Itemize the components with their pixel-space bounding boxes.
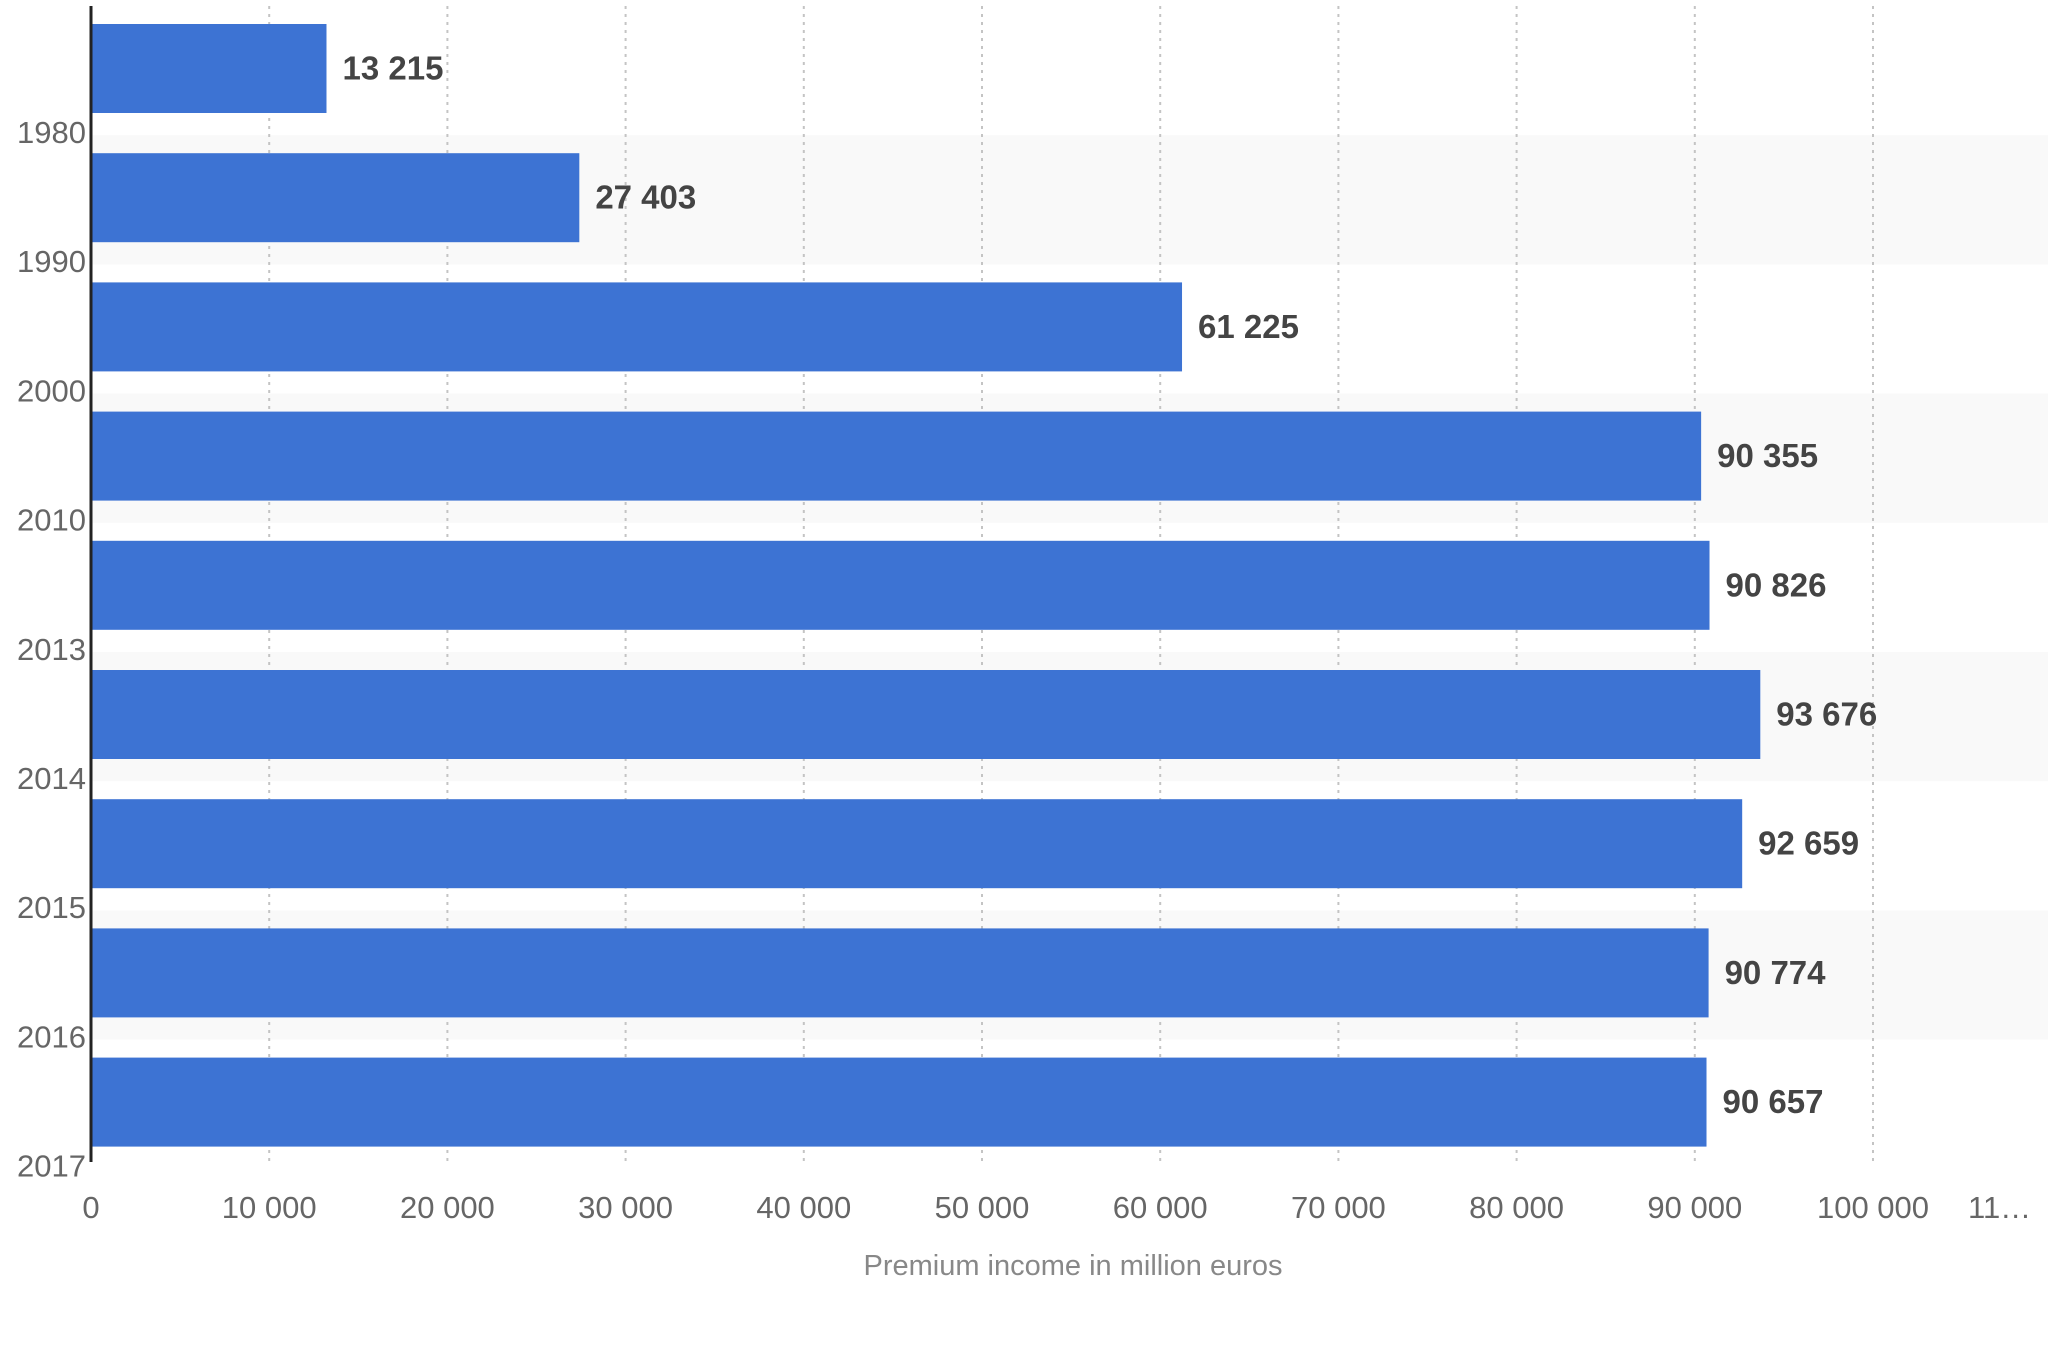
bar-2014 [91, 670, 1761, 759]
bar-1980 [91, 24, 327, 113]
y-tick-label-2014: 2014 [17, 761, 86, 796]
y-tick-label-1980: 1980 [17, 115, 86, 150]
y-tick-label-2016: 2016 [17, 1019, 86, 1054]
x-tick-label: 90 000 [1647, 1190, 1742, 1225]
bar-2017 [91, 1057, 1707, 1147]
bars [91, 24, 1761, 1147]
bar-label-2010: 90 355 [1717, 437, 1818, 474]
bar-label-2017: 90 657 [1723, 1083, 1824, 1120]
y-tick-label-2013: 2013 [17, 632, 86, 667]
x-tick-label: 10 000 [222, 1190, 317, 1225]
y-tick-label-2010: 2010 [17, 503, 86, 538]
bar-label-2000: 61 225 [1198, 308, 1299, 345]
x-tick-label: 60 000 [1113, 1190, 1208, 1225]
x-tick-label: 70 000 [1291, 1190, 1386, 1225]
bar-label-2016: 90 774 [1725, 954, 1827, 991]
x-tick-label: 80 000 [1469, 1190, 1564, 1225]
y-axis-labels: 1980 1990 2000 2010 2013 2014 2015 2016 2017 [17, 115, 86, 1184]
y-tick-label-1990: 1990 [17, 244, 86, 279]
x-axis-labels: 0 10 000 20 000 30 000 40 000 50 000 60 000 70 … [82, 1190, 2031, 1225]
bar-label-1980: 13 215 [342, 50, 443, 87]
x-tick-label: 50 000 [935, 1190, 1030, 1225]
x-tick-label: 0 [82, 1190, 99, 1225]
x-tick-label: 40 000 [756, 1190, 851, 1225]
bar-label-2013: 90 826 [1726, 566, 1827, 603]
bar-value-labels: 13 215 27 403 61 225 90 355 90 826 93 676 92 6… [342, 50, 1877, 1121]
bar-label-1990: 27 403 [595, 179, 696, 216]
bar-2010 [91, 411, 1702, 501]
bar-label-2015: 92 659 [1758, 825, 1859, 862]
y-tick-label-2017: 2017 [17, 1149, 86, 1184]
y-tick-label-2015: 2015 [17, 890, 86, 925]
bar-2000 [91, 282, 1183, 372]
x-axis-title: Premium income in million euros [863, 1250, 1282, 1282]
bar-1990 [91, 153, 580, 243]
x-tick-label: 11… [1968, 1190, 2031, 1225]
y-tick-label-2000: 2000 [17, 373, 86, 408]
bar-2016 [91, 928, 1709, 1018]
x-tick-label: 30 000 [578, 1190, 673, 1225]
bar-label-2014: 93 676 [1776, 696, 1877, 733]
bar-2013 [91, 540, 1710, 630]
x-tick-label: 100 000 [1817, 1190, 1929, 1225]
bar-2015 [91, 799, 1743, 889]
x-tick-label: 20 000 [400, 1190, 495, 1225]
